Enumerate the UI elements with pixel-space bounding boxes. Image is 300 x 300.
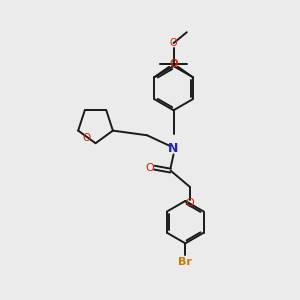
Text: O: O [185,198,194,208]
Text: O: O [169,59,177,69]
Text: N: N [168,142,179,155]
Text: O: O [170,38,177,48]
Text: O: O [146,163,154,173]
Text: Br: Br [178,256,192,267]
Text: O: O [170,59,178,69]
Text: O: O [83,134,91,143]
